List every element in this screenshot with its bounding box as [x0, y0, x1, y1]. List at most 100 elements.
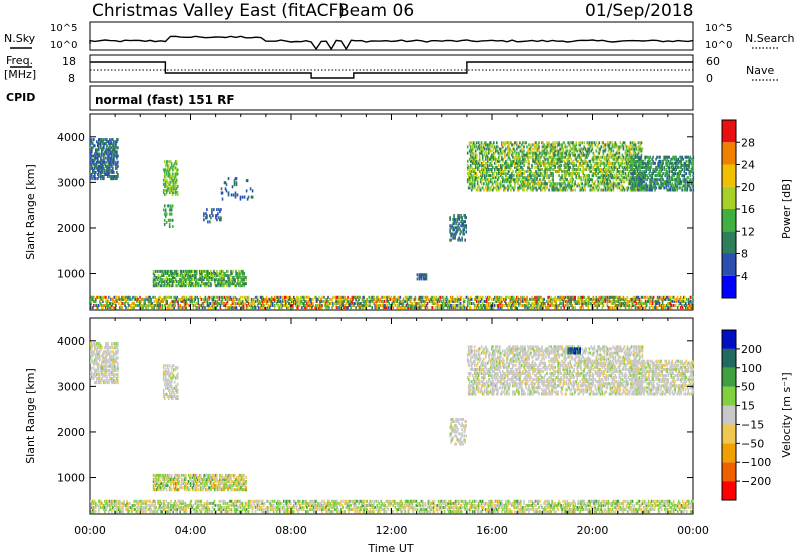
nave-tick-top: 60 [706, 55, 720, 68]
nave-tick-bottom: 0 [706, 72, 713, 85]
velocity-panel-ytick-label-0: 1000 [57, 472, 85, 485]
power-panel-echoes [90, 138, 695, 310]
velocity-panel-cluster-4 [466, 345, 644, 396]
x-axis-label: Time UT [367, 542, 413, 554]
frequency-trace [90, 61, 693, 79]
power-panel-cluster-7 [466, 141, 644, 192]
velocity-panel-cluster-6 [630, 359, 695, 396]
search-tick-top: 10^5 [705, 23, 732, 34]
power-colorbar-label: Power [dB] [780, 179, 793, 239]
sky-tick-bottom: 10^0 [50, 40, 77, 51]
x-tick-label-0: 00:00 [74, 524, 106, 537]
power-colorbar-swatch-0 [722, 275, 736, 298]
power-panel-ytick-label-2: 3000 [57, 176, 85, 189]
velocity-colorbar-swatch-6 [722, 367, 736, 387]
velocity-colorbar-tick-4: −15 [741, 418, 764, 431]
power-colorbar: 28 24 20 16 12 8 4 Power [dB] [721, 119, 793, 299]
freq-nave-panel: Freq. [MHz] 18 8 60 0 Nave [4, 54, 778, 85]
power-colorbar-tick-5: 8 [741, 248, 748, 261]
velocity-panel-echoes [90, 342, 695, 514]
nave-label: Nave [746, 64, 774, 77]
velocity-panel-cluster-1 [162, 364, 179, 400]
velocity-colorbar-tick-1: 100 [741, 362, 762, 375]
sky-search-panel: N.Sky 10^5 10^0 10^5 10^0 N.Search [4, 21, 795, 51]
velocity-colorbar-tick-2: 50 [741, 381, 755, 394]
search-tick-bottom: 10^0 [705, 40, 732, 51]
power-panel-cluster-6 [449, 214, 467, 242]
power-colorbar-tick-3: 16 [741, 203, 755, 216]
velocity-panel-ytick-label-2: 3000 [57, 380, 85, 393]
velocity-colorbar-tick-3: 15 [741, 400, 755, 413]
beam-label: Beam 06 [338, 1, 414, 21]
power-panel: 1000 2000 3000 4000 Slant Range [km] [24, 113, 695, 311]
power-colorbar-swatch-5 [722, 164, 736, 187]
x-tick-label-3: 12:00 [376, 524, 408, 537]
power-colorbar-swatch-2 [722, 231, 736, 254]
x-tick-label-2: 08:00 [275, 524, 307, 537]
velocity-panel-ytick-label-3: 4000 [57, 335, 85, 348]
n-sky-label: N.Sky [4, 32, 36, 45]
power-panel-cluster-3 [152, 269, 247, 288]
velocity-panel-ylabel: Slant Range [km] [24, 368, 37, 464]
power-panel-cluster-8 [630, 155, 695, 192]
power-colorbar-swatch-3 [722, 209, 736, 232]
velocity-colorbar-tick-0: 200 [741, 343, 762, 356]
date-label: 01/Sep/2018 [585, 1, 693, 21]
velocity-colorbar-swatch-1 [722, 462, 736, 482]
power-colorbar-tick-0: 28 [741, 136, 755, 149]
power-panel-cluster-1 [162, 160, 179, 196]
velocity-colorbar-tick-6: −100 [741, 456, 771, 469]
velocity-panel-cluster-7 [90, 499, 694, 514]
velocity-colorbar: 200 100 50 15 −15 −50 −100 −200 Velocity [m s⁻¹] [721, 329, 793, 501]
power-colorbar-swatch-6 [722, 142, 736, 165]
power-panel-cluster-4 [203, 208, 222, 224]
velocity-colorbar-swatch-5 [722, 386, 736, 406]
velocity-panel-frame [89, 317, 694, 515]
frequency-line [90, 61, 693, 79]
power-colorbar-swatch-4 [722, 186, 736, 209]
velocity-panel-cluster-0 [90, 342, 119, 385]
velocity-colorbar-swatch-4 [722, 405, 736, 425]
freq-label-1: Freq. [6, 54, 33, 67]
freq-tick-top: 18 [62, 55, 76, 68]
power-panel-cluster-5 [220, 177, 254, 201]
power-panel-cluster-10 [90, 295, 694, 310]
plot-title: Christmas Valley East (fitACF) [92, 1, 345, 21]
power-colorbar-tick-1: 24 [741, 159, 755, 172]
x-tick-label-6: 00:00 [677, 524, 709, 537]
n-sky-line [89, 35, 694, 51]
power-colorbar-tick-2: 20 [741, 181, 755, 194]
x-tick-label-5: 20:00 [577, 524, 609, 537]
velocity-panel-cluster-5 [567, 347, 581, 355]
velocity-colorbar-tick-7: −200 [741, 475, 771, 488]
velocity-panel-ytick-label-1: 2000 [57, 426, 85, 439]
cpid-label: CPID [6, 91, 35, 104]
power-panel-ytick-label-0: 1000 [57, 268, 85, 281]
velocity-panel-cluster-3 [449, 418, 467, 446]
freq-tick-bottom: 8 [68, 72, 75, 85]
velocity-panel: 1000 2000 3000 4000 Slant Range [km] [24, 317, 695, 515]
power-colorbar-tick-4: 12 [741, 225, 755, 238]
velocity-colorbar-frame [721, 329, 737, 501]
x-tick-label-4: 16:00 [476, 524, 508, 537]
velocity-panel-cluster-2 [152, 473, 247, 492]
x-tick-label-1: 04:00 [175, 524, 207, 537]
power-panel-cluster-2 [162, 204, 174, 228]
velocity-colorbar-swatch-3 [722, 424, 736, 444]
power-colorbar-swatch-1 [722, 253, 736, 276]
velocity-colorbar-tick-5: −50 [741, 437, 764, 450]
velocity-colorbar-swatch-0 [722, 481, 736, 500]
freq-label-2: [MHz] [4, 68, 36, 81]
power-panel-ytick-label-1: 2000 [57, 222, 85, 235]
velocity-colorbar-swatch-7 [722, 348, 736, 368]
power-panel-cluster-9 [416, 273, 428, 281]
n-search-label: N.Search [745, 32, 795, 45]
velocity-colorbar-swatch-2 [722, 443, 736, 463]
power-panel-ylabel: Slant Range [km] [24, 164, 37, 260]
power-colorbar-tick-6: 4 [741, 270, 748, 283]
cpid-value: normal (fast) 151 RF [95, 93, 235, 107]
velocity-colorbar-label: Velocity [m s⁻¹] [780, 372, 793, 457]
power-panel-cluster-0 [90, 138, 119, 181]
